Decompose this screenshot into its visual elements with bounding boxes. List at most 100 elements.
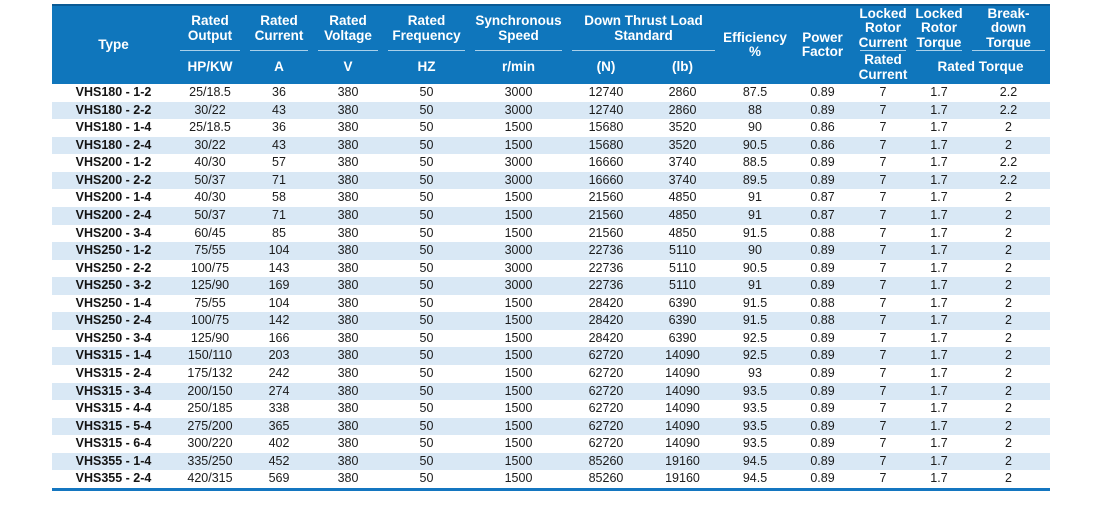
cell-efficiency: 94.5: [742, 453, 768, 468]
cell-rated-output: 100/75: [190, 313, 230, 328]
cell-breakdown-torque: 2: [1005, 207, 1012, 222]
cell-rated-voltage: 380: [337, 418, 359, 433]
cell-locked-rotor-torque: 1.7: [930, 401, 948, 416]
cell-breakdown-torque: 2.2: [999, 155, 1018, 170]
cell-power-factor: 0.89: [810, 102, 835, 117]
table-row: VHS250 - 3-2 125/90 169 380 50 3000 22736 5110 9…: [52, 277, 1050, 295]
cell-type: VHS200 - 2-2: [75, 172, 152, 187]
cell-rated-voltage: 380: [337, 225, 359, 240]
cell-locked-rotor-current: 7: [879, 471, 887, 486]
unit-header-newton: (N): [567, 51, 645, 84]
cell-power-factor: 0.89: [810, 155, 835, 170]
cell-efficiency: 92.5: [742, 348, 768, 363]
cell-type: VHS200 - 1-4: [75, 190, 152, 205]
cell-rated-voltage: 380: [337, 190, 359, 205]
cell-efficiency: 91.5: [742, 313, 768, 328]
col-header-locked-rotor-torque: Locked Rotor Torque: [911, 5, 967, 51]
cell-down-thrust-n: 12740: [588, 85, 624, 99]
cell-down-thrust-n: 28420: [588, 313, 624, 328]
cell-rated-output: 125/90: [190, 278, 230, 293]
cell-efficiency: 90: [748, 120, 762, 135]
cell-rated-frequency: 50: [419, 453, 434, 468]
cell-locked-rotor-current: 7: [879, 137, 887, 152]
cell-rated-frequency: 50: [419, 243, 434, 258]
cell-efficiency: 93: [748, 366, 762, 380]
cell-rated-current: 169: [268, 278, 290, 293]
cell-synchronous-speed: 1500: [504, 453, 533, 468]
table-row: VHS250 - 2-2 100/75 143 380 50 3000 22736 5110 9…: [52, 259, 1050, 278]
cell-type: VHS180 - 2-2: [75, 102, 152, 117]
cell-synchronous-speed: 3000: [504, 85, 533, 99]
cell-rated-voltage: 380: [337, 155, 359, 170]
cell-efficiency: 91: [748, 190, 762, 205]
cell-rated-output: 125/90: [190, 330, 230, 345]
cell-power-factor: 0.89: [810, 401, 835, 416]
table-body: VHS180 - 1-2 25/18.5 36 380 50 3000 12740 2860 8…: [52, 84, 1050, 490]
cell-type: VHS250 - 2-4: [75, 313, 152, 328]
cell-down-thrust-n: 28420: [588, 295, 624, 310]
cell-rated-frequency: 50: [419, 348, 434, 363]
cell-rated-current: 166: [268, 330, 290, 345]
cell-breakdown-torque: 2: [1005, 295, 1012, 310]
cell-locked-rotor-torque: 1.7: [930, 418, 948, 433]
cell-down-thrust-lb: 14090: [665, 383, 700, 398]
cell-locked-rotor-torque: 1.7: [930, 471, 948, 486]
cell-synchronous-speed: 1500: [504, 190, 533, 205]
cell-locked-rotor-current: 7: [879, 190, 887, 205]
cell-breakdown-torque: 2: [1005, 120, 1012, 135]
unit-header-rated-current: Rated Current: [855, 51, 911, 84]
cell-rated-current: 242: [268, 366, 290, 380]
cell-down-thrust-lb: 2860: [668, 102, 697, 117]
cell-locked-rotor-current: 7: [879, 313, 887, 328]
motor-spec-table: Type Rated Output Rated Current Rated Vo…: [52, 4, 1050, 491]
cell-rated-current: 43: [272, 102, 286, 117]
table-row: VHS180 - 2-2 30/22 43 380 50 3000 12740 2860 88 0…: [52, 101, 1050, 120]
cell-power-factor: 0.89: [810, 436, 835, 451]
cell-down-thrust-n: 22736: [588, 243, 624, 258]
table-row: VHS250 - 2-4 100/75 142 380 50 1500 28420 6390 9…: [52, 312, 1050, 330]
cell-down-thrust-lb: 3520: [668, 137, 697, 152]
cell-rated-output: 300/220: [187, 436, 233, 451]
cell-rated-frequency: 50: [419, 172, 434, 187]
cell-power-factor: 0.87: [810, 207, 835, 222]
cell-down-thrust-n: 62720: [588, 383, 624, 398]
cell-synchronous-speed: 3000: [504, 102, 533, 117]
table-row: VHS250 - 1-2 75/55 104 380 50 3000 22736 5110 90…: [52, 242, 1050, 260]
cell-type: VHS315 - 2-4: [75, 366, 152, 380]
cell-rated-output: 335/250: [187, 453, 233, 468]
cell-type: VHS315 - 5-4: [75, 418, 152, 433]
cell-breakdown-torque: 2: [1005, 436, 1012, 451]
cell-efficiency: 90: [748, 243, 762, 258]
cell-rated-output: 420/315: [187, 471, 233, 486]
cell-locked-rotor-torque: 1.7: [930, 207, 948, 222]
cell-locked-rotor-current: 7: [879, 278, 887, 293]
cell-locked-rotor-torque: 1.7: [930, 102, 948, 117]
table-row: VHS180 - 2-4 30/22 43 380 50 1500 15680 3520 90.…: [52, 136, 1050, 155]
cell-rated-voltage: 380: [337, 313, 359, 328]
table-row: VHS315 - 5-4 275/200 365 380 50 1500 62720 1409…: [52, 417, 1050, 436]
cell-locked-rotor-torque: 1.7: [930, 172, 948, 187]
cell-down-thrust-lb: 5110: [669, 243, 696, 258]
cell-type: VHS200 - 2-4: [75, 207, 152, 222]
cell-rated-current: 57: [272, 155, 286, 170]
cell-down-thrust-lb: 4850: [668, 190, 697, 205]
cell-rated-output: 75/55: [194, 295, 226, 310]
cell-rated-output: 30/22: [194, 102, 226, 117]
cell-rated-voltage: 380: [337, 330, 359, 345]
cell-synchronous-speed: 1500: [504, 330, 533, 345]
cell-rated-frequency: 50: [419, 330, 434, 345]
cell-rated-frequency: 50: [419, 225, 434, 240]
header-row-units: HP/KW A V HZ r/min (N) (lb) Rated Curren…: [52, 51, 1050, 84]
cell-locked-rotor-current: 7: [879, 436, 887, 451]
cell-synchronous-speed: 1500: [504, 383, 533, 398]
cell-down-thrust-n: 21560: [588, 207, 624, 222]
unit-header-rated-torque: Rated Torque: [911, 51, 1050, 84]
cell-type: VHS355 - 1-4: [75, 453, 152, 468]
table-row: VHS200 - 3-4 60/45 85 380 50 1500 21560 4850 91.…: [52, 224, 1050, 243]
cell-efficiency: 93.5: [742, 436, 768, 451]
cell-down-thrust-n: 85260: [588, 471, 624, 486]
cell-power-factor: 0.89: [810, 172, 835, 187]
table-row: VHS250 - 3-4 125/90 166 380 50 1500 28420 6390 9…: [52, 329, 1050, 348]
cell-rated-output: 175/132: [187, 366, 233, 380]
header-row-groups: Type Rated Output Rated Current Rated Vo…: [52, 5, 1050, 84]
